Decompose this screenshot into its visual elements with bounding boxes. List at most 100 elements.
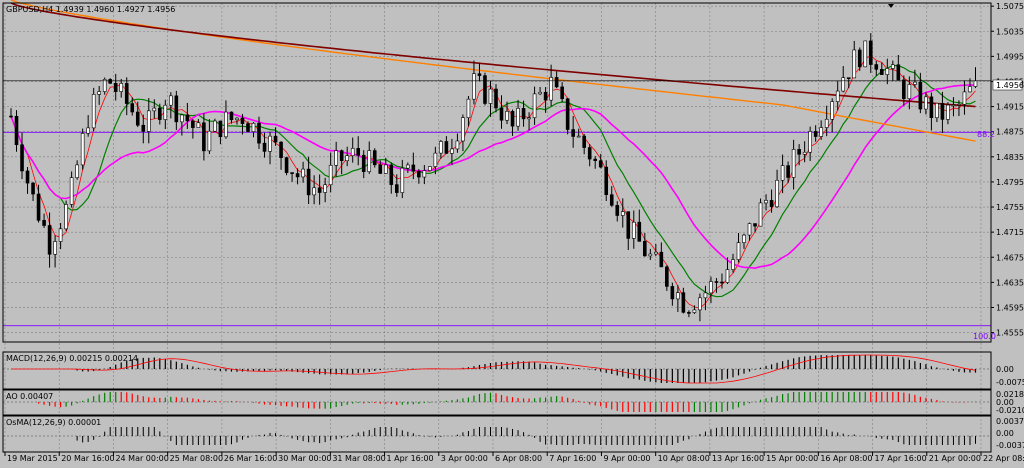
- osma-legend: OsMA(12,26,9) 0.00001: [6, 418, 101, 427]
- bull-candle: [549, 77, 553, 101]
- bull-candle: [924, 96, 928, 110]
- bull-candle: [383, 164, 388, 174]
- bull-candle: [576, 135, 581, 138]
- price-tick-label: 1.4755: [996, 203, 1024, 212]
- bull-candle: [891, 64, 895, 69]
- grid: [3, 3, 991, 452]
- bull-candle: [466, 98, 471, 118]
- bull-candle: [852, 49, 857, 79]
- price-tick-label: 1.4915: [996, 103, 1024, 112]
- bear-candle: [670, 286, 675, 300]
- bear-candle: [510, 111, 515, 127]
- time-tick-label: 17 Apr 16:00: [875, 454, 927, 463]
- time-tick-label: 16 Apr 08:00: [820, 454, 872, 463]
- bear-candle: [339, 150, 344, 162]
- bear-candle: [665, 266, 669, 287]
- bull-candle: [620, 211, 625, 216]
- bull-candle: [119, 83, 124, 92]
- time-tick-label: 19 Mar 2015: [7, 454, 58, 463]
- bear-candle: [378, 164, 383, 174]
- ao-legend: AO 0.00407: [6, 392, 53, 401]
- bear-candle: [560, 86, 564, 100]
- bear-candle: [240, 117, 245, 124]
- bear-candle: [521, 108, 526, 120]
- ma-magenta-line: [10, 84, 976, 270]
- ao-label-1: 0.00: [996, 398, 1014, 407]
- price-tick-label: 1.4715: [996, 228, 1024, 237]
- bear-candle: [571, 129, 575, 137]
- bull-candle: [169, 95, 173, 106]
- macd-label-0: 0.00: [996, 365, 1014, 374]
- bull-candle: [455, 140, 460, 150]
- time-tick-label: 3 Apr 00:00: [441, 454, 488, 463]
- bear-candle: [273, 135, 278, 143]
- fib-label-1: 100.0: [973, 332, 996, 341]
- fib-label-0: 88.2: [977, 130, 995, 139]
- bull-candle: [835, 90, 840, 102]
- bull-candle: [334, 150, 338, 166]
- osma-label-0: 0.00374: [996, 417, 1024, 426]
- bear-candle: [565, 98, 570, 130]
- bear-candle: [846, 77, 851, 79]
- bear-candle: [444, 141, 449, 154]
- bear-candle: [494, 88, 498, 109]
- bull-candle: [345, 155, 349, 162]
- bull-candle: [235, 117, 239, 121]
- bull-candle: [692, 309, 697, 313]
- bull-candle: [962, 91, 967, 105]
- time-tick-label: 20 Mar 16:00: [61, 454, 114, 463]
- bull-candle: [824, 118, 829, 128]
- bull-candle: [367, 150, 372, 173]
- macd-signal-line: [11, 354, 976, 384]
- bear-candle: [174, 95, 179, 123]
- bear-candle: [257, 122, 261, 144]
- current-price-box: [992, 79, 1023, 91]
- bear-candle: [31, 182, 35, 195]
- time-tick-label: 25 Mar 08:00: [170, 454, 223, 463]
- bear-candle: [868, 40, 873, 65]
- bear-candle: [753, 223, 757, 227]
- bull-candle: [703, 292, 708, 299]
- bear-candle: [626, 211, 631, 239]
- bull-candle: [102, 79, 107, 92]
- bull-candle: [406, 164, 410, 169]
- panel-frame: [2, 2, 992, 343]
- bull-candle: [758, 202, 763, 227]
- bull-candle: [152, 107, 157, 112]
- bull-candle: [654, 251, 658, 255]
- bull-candle: [433, 152, 438, 167]
- bull-candle: [301, 168, 305, 178]
- bull-candle: [913, 81, 917, 85]
- osma-label-1: 0.00: [996, 429, 1014, 438]
- bull-candle: [764, 200, 768, 204]
- bear-candle: [191, 120, 195, 128]
- bull-candle: [488, 88, 493, 104]
- bull-candle: [747, 223, 752, 236]
- price-tick-label: 1.4555: [996, 329, 1024, 338]
- bear-candle: [141, 124, 146, 132]
- bull-candle: [725, 269, 730, 283]
- price-tick-label: 1.4795: [996, 178, 1024, 187]
- bear-candle: [929, 96, 934, 118]
- ao-label-0: 0.02186: [996, 390, 1024, 399]
- bear-candle: [857, 49, 862, 68]
- bull-candle: [780, 165, 785, 181]
- price-tick-label: 1.4835: [996, 153, 1024, 162]
- bear-candle: [218, 120, 223, 138]
- bear-candle: [604, 166, 609, 195]
- bear-candle: [279, 141, 283, 158]
- moving-averages: [10, 0, 976, 309]
- bull-candle: [802, 151, 807, 155]
- price-tick-label: 1.5075: [996, 2, 1024, 11]
- bull-candle: [791, 149, 796, 178]
- bear-candle: [593, 158, 598, 161]
- bull-candle: [196, 122, 201, 128]
- bull-candle: [957, 104, 961, 106]
- price-tick-label: 1.4635: [996, 278, 1024, 287]
- bear-candle: [786, 165, 790, 178]
- bull-candle: [312, 187, 316, 196]
- bear-candle: [262, 142, 267, 152]
- price-tick-label: 1.4675: [996, 253, 1024, 262]
